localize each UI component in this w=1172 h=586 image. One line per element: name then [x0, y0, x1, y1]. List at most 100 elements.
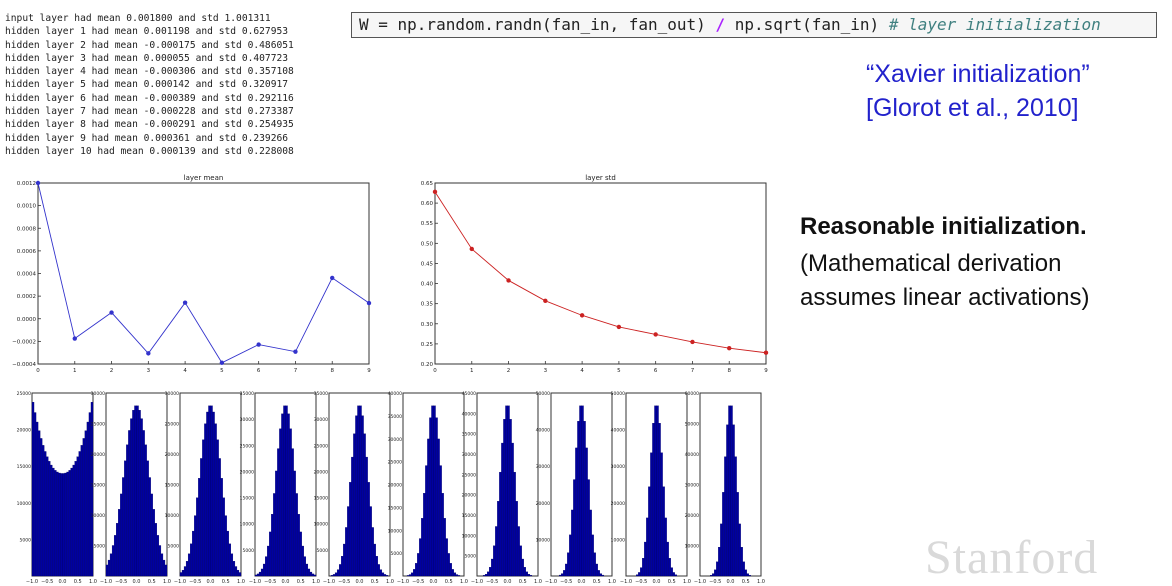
y-tick-label: 0.55 — [421, 221, 434, 227]
histogram-bar — [283, 405, 286, 577]
histogram-bar — [299, 531, 302, 577]
histogram-bar — [154, 523, 157, 577]
histogram-bar — [339, 564, 342, 577]
histogram-bar — [39, 438, 43, 577]
histogram-bar — [198, 478, 201, 577]
hist-x-tick-label: 1.0 — [534, 579, 542, 585]
histogram-bar — [158, 545, 162, 577]
histogram-bar — [50, 464, 53, 577]
histogram-bar — [658, 422, 661, 577]
histogram-bar — [130, 418, 133, 577]
histogram-bar — [746, 573, 749, 577]
data-point — [330, 275, 335, 281]
histogram-bar — [226, 530, 229, 577]
histogram-bar — [232, 561, 236, 577]
y-tick-label: 0.0010 — [17, 204, 37, 210]
histogram-bar — [35, 421, 39, 577]
log-line: hidden layer 3 had mean 0.000055 and std… — [5, 52, 289, 64]
histogram-bar — [181, 569, 185, 577]
histogram-bar — [56, 471, 59, 577]
y-tick-label: 0.0000 — [17, 317, 37, 323]
hist-y-tick-label: 20000 — [462, 493, 476, 499]
series-line — [37, 182, 370, 364]
hist-y-tick-label: 25000 — [165, 422, 179, 428]
hist-x-tick-label: 0.5 — [742, 579, 750, 585]
histogram-bar — [345, 527, 348, 577]
hist-x-tick-label: −0.5 — [338, 579, 350, 585]
histogram-bar — [297, 514, 300, 577]
histogram-bar — [728, 405, 731, 577]
plot-frame — [434, 182, 767, 365]
notes-line-2: assumes linear activations) — [800, 284, 1090, 311]
histogram-bar — [273, 493, 276, 577]
x-tick-label: 8 — [727, 368, 731, 374]
histogram-bar — [644, 541, 647, 577]
histogram-bar — [591, 534, 594, 577]
hist-x-tick-label: −1.0 — [174, 579, 186, 585]
histogram-bar — [307, 568, 311, 577]
hist-y-tick-label: 5000 — [94, 544, 106, 550]
x-tick-label: 7 — [294, 368, 298, 374]
x-tick-label: 5 — [220, 368, 224, 374]
histogram-bar — [343, 543, 346, 577]
histogram-bar — [70, 467, 73, 577]
histogram-bar — [505, 405, 508, 577]
activation-stats-log: input layer had mean 0.001800 and std 1.… — [5, 12, 294, 158]
hist-y-tick-label: 10000 — [17, 501, 31, 507]
y-tick-label: 0.20 — [421, 362, 434, 368]
series-line — [434, 191, 767, 354]
histogram-bar — [361, 415, 364, 577]
histogram-bar — [511, 442, 514, 577]
histogram-bar — [220, 478, 223, 577]
hist-y-tick-label: 5000 — [168, 544, 180, 550]
code-comment: # layer initialization — [888, 15, 1101, 34]
histogram-bar — [575, 447, 578, 577]
histogram-bar — [332, 574, 336, 577]
histogram-bar — [730, 405, 733, 577]
hist-y-tick-label: 30000 — [388, 437, 402, 443]
hist-x-tick-label: 1.0 — [237, 579, 245, 585]
histogram-bar — [581, 405, 584, 577]
histogram-bar — [152, 509, 155, 577]
histogram-bar — [561, 573, 564, 577]
histogram-bar — [74, 461, 77, 577]
hist-y-tick-label: 30000 — [91, 391, 105, 397]
histogram-bar — [347, 506, 350, 577]
y-tick-label: 0.60 — [421, 201, 434, 207]
histogram-bar — [289, 428, 292, 577]
hist-y-tick-label: 5000 — [243, 548, 255, 554]
hist-y-tick-label: 15000 — [240, 496, 254, 502]
hist-y-tick-label: 25000 — [388, 460, 402, 466]
code-part-2: np.sqrt(fan_in) — [725, 15, 889, 34]
hist-x-tick-label: −0.5 — [635, 579, 647, 585]
histogram-bar — [212, 411, 215, 577]
hist-x-tick-label: 0.5 — [668, 579, 676, 585]
notes-heading: Reasonable initialization. — [800, 213, 1087, 240]
histogram-bar — [443, 518, 446, 577]
histogram-bar — [82, 438, 86, 577]
hist-y-tick-label: 20000 — [685, 513, 699, 519]
histogram-bar — [668, 558, 671, 577]
histogram-bar — [513, 471, 516, 577]
y-tick-label: 0.45 — [421, 261, 434, 267]
hist-y-tick-label: 25000 — [240, 443, 254, 449]
citation-reference: [Glorot et al., 2010] — [866, 94, 1079, 122]
histogram-bar — [489, 567, 492, 577]
hist-y-tick-label: 30000 — [462, 452, 476, 458]
histogram-bar — [187, 553, 191, 577]
histogram-bar — [78, 451, 81, 577]
hist-y-tick-label: 25000 — [91, 422, 105, 428]
hist-x-tick-label: −1.0 — [620, 579, 632, 585]
histogram-bar — [381, 572, 385, 577]
histogram-bar — [509, 419, 512, 577]
histogram-bar — [214, 423, 217, 577]
hist-y-tick-label: 15000 — [388, 505, 402, 511]
histogram-bar — [597, 570, 600, 577]
log-line: hidden layer 5 had mean 0.000142 and std… — [5, 79, 289, 91]
histogram-bar — [190, 543, 193, 577]
histogram-bar — [437, 438, 440, 577]
histogram-bar — [441, 493, 444, 577]
histogram-bar — [269, 531, 272, 577]
hist-x-tick-label: 0.0 — [59, 579, 67, 585]
hist-x-tick-label: 0.0 — [207, 579, 215, 585]
